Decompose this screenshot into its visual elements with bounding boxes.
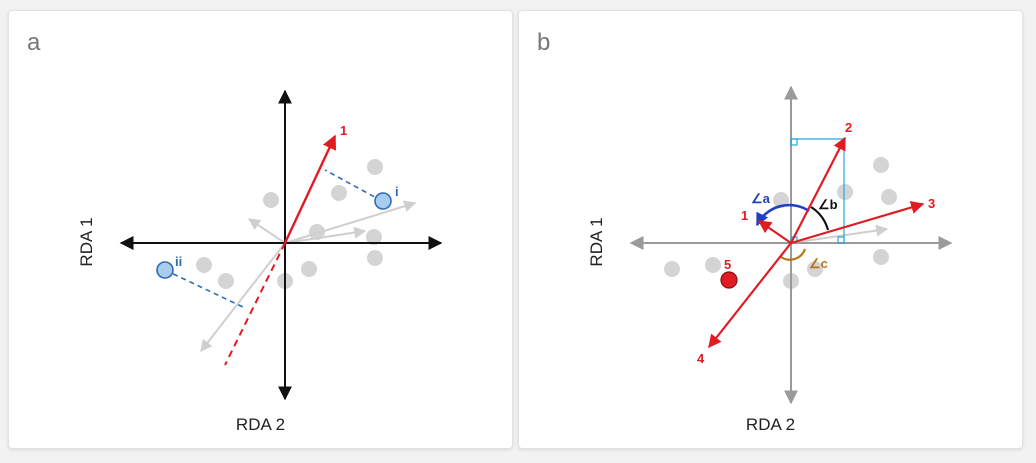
panel-letter: b <box>537 29 551 56</box>
angle-b-arc <box>810 206 830 231</box>
panel-a: a RDA 1 RDA 2 <box>8 10 513 449</box>
sample-point <box>309 224 325 240</box>
angle-c-arc <box>780 248 807 261</box>
red-arrow-1 <box>283 134 337 244</box>
axes <box>629 85 953 405</box>
sample-point <box>881 189 897 205</box>
sample-point <box>837 184 853 200</box>
sample-point <box>218 273 234 289</box>
x-axis-label: RDA 2 <box>235 415 286 434</box>
sample-point <box>807 261 823 277</box>
arrow-label-3: 3 <box>928 196 935 211</box>
arrow-label-4: 4 <box>697 351 705 366</box>
grey-arrow <box>284 226 367 244</box>
angle-a-label: ∠a <box>751 191 771 206</box>
right-angle-marker <box>837 236 845 244</box>
panel-b: b RDA 1 RDA 2 <box>518 10 1023 449</box>
grey-points <box>664 157 897 289</box>
red-arrows <box>708 136 925 349</box>
point-i <box>374 192 392 210</box>
sample-point <box>873 157 889 173</box>
projection-line-ii <box>164 269 246 309</box>
red-arrow-1 <box>757 220 792 244</box>
angle-a-arc <box>755 203 810 227</box>
right-angle-marker <box>790 138 798 146</box>
panel-letter: a <box>27 29 41 56</box>
projection-lines <box>164 169 383 309</box>
point-i-label: i <box>395 184 399 199</box>
sample-point <box>873 249 889 265</box>
red-arrow-extension <box>224 242 286 366</box>
grey-arrow <box>790 224 889 244</box>
sample-point <box>263 192 279 208</box>
sample-point <box>367 250 383 266</box>
grey-arrow <box>284 200 417 244</box>
sample-point <box>196 257 212 273</box>
red-arrow-4 <box>708 242 792 349</box>
angle-c-label: ∠c <box>809 256 828 271</box>
red-arrow-3 <box>790 201 925 245</box>
sample-point <box>705 257 721 273</box>
red-arrow-2 <box>790 136 846 244</box>
point-ii-label: ii <box>175 254 182 269</box>
arrow-label-1: 1 <box>340 123 347 138</box>
grey-arrow <box>200 242 286 352</box>
biplot-a: 1 i ii <box>119 89 443 401</box>
point-label-5: 5 <box>724 257 731 272</box>
projection-line-i <box>324 169 383 202</box>
grey-arrow <box>248 218 286 244</box>
grey-points <box>196 159 383 289</box>
sample-point <box>301 261 317 277</box>
angle-b-label: ∠b <box>818 197 838 212</box>
sample-point <box>367 159 383 175</box>
biplot-b: 2 3 1 4 5 ∠a ∠b ∠c <box>629 85 953 405</box>
arrow-label-2: 2 <box>845 120 852 135</box>
point-5 <box>720 271 738 289</box>
sample-point <box>664 261 680 277</box>
arrow-label-1: 1 <box>741 208 748 223</box>
point-ii <box>156 261 174 279</box>
grey-arrows <box>200 200 417 352</box>
x-axis-label: RDA 2 <box>745 415 796 434</box>
sample-point <box>366 229 382 245</box>
axes <box>119 89 443 401</box>
sample-point <box>331 185 347 201</box>
